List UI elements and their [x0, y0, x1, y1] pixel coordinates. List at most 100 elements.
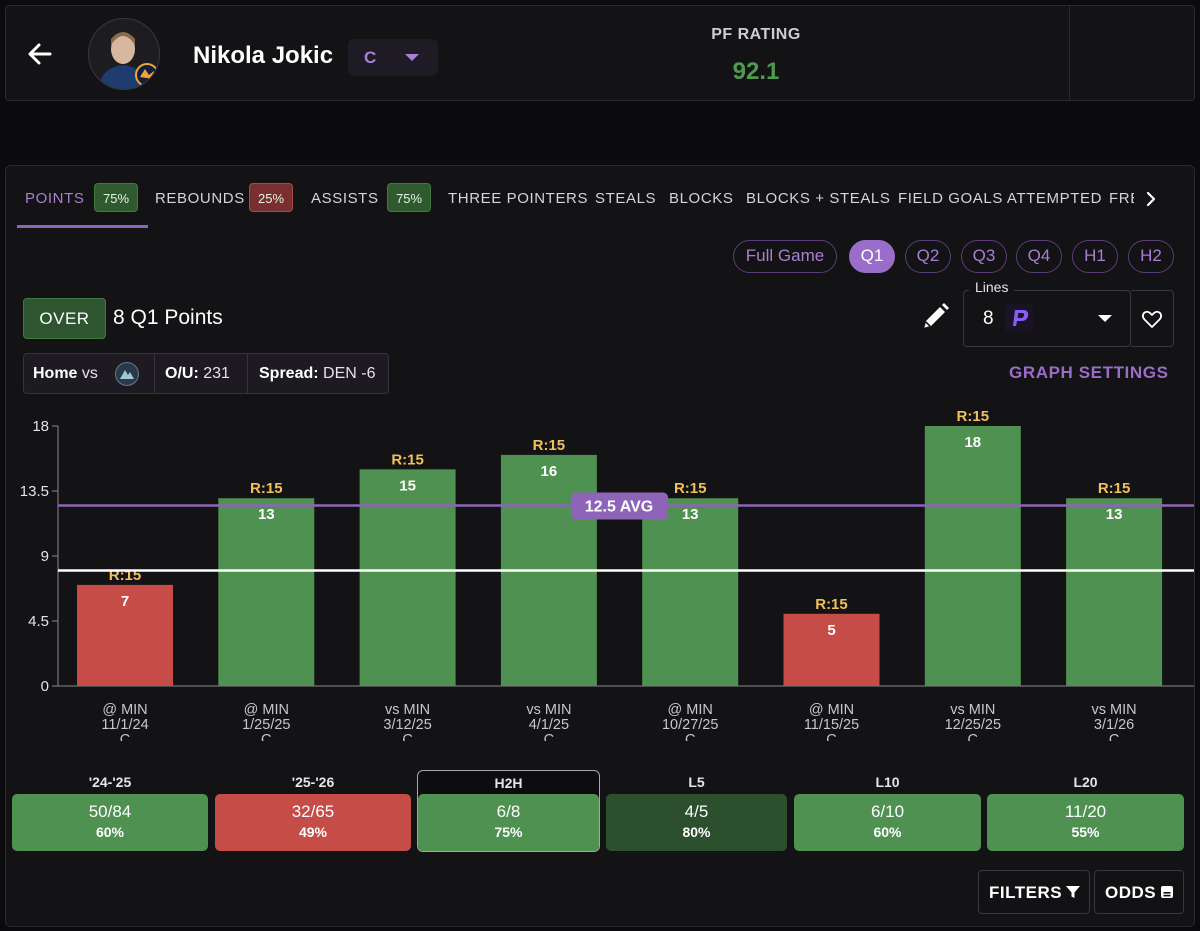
chart-bar [642, 498, 739, 686]
player-name: Nikola Jokic [193, 42, 334, 69]
tab-blocks[interactable]: BLOCKS [669, 190, 734, 207]
x-tick-label: 10/27/25 [662, 717, 718, 733]
y-tick-label: 4.5 [28, 613, 49, 630]
y-tick-label: 9 [41, 548, 49, 565]
tab-blocks-steals[interactable]: BLOCKS + STEALS [746, 190, 891, 207]
summary-label: H2H [494, 775, 523, 791]
heart-icon [1141, 310, 1163, 328]
graph-settings-button[interactable]: GRAPH SETTINGS [1009, 363, 1169, 382]
player-header: Nikola Jokic C PF RATING 92.1 [5, 5, 1195, 101]
over-under-toggle[interactable]: OVER [23, 298, 106, 339]
sportsbook-logo-icon [1005, 304, 1033, 332]
summary-fraction: 6/8 [496, 802, 521, 821]
spread-label: Spread: [259, 365, 319, 382]
x-tick-label: C [261, 732, 271, 741]
x-tick-label: 4/1/25 [529, 717, 569, 733]
tab-three-pointers[interactable]: THREE POINTERS [448, 190, 589, 207]
summary-value-box: 11/20 55% [987, 794, 1184, 851]
position-value: C [364, 48, 377, 67]
x-tick-label: @ MIN [244, 702, 289, 718]
period-q4[interactable]: Q4 [1016, 240, 1062, 273]
chart-bar [783, 613, 880, 686]
x-tick-label: @ MIN [809, 702, 854, 718]
summary-percent: 75% [494, 824, 523, 840]
x-tick-label: C [1109, 732, 1119, 741]
tab-steals[interactable]: STEALS [595, 190, 657, 207]
summary-label: L5 [688, 774, 705, 790]
summary-h2h[interactable]: H2H 6/8 75% [417, 770, 600, 852]
period-h2[interactable]: H2 [1128, 240, 1174, 273]
period-q3[interactable]: Q3 [961, 240, 1007, 273]
x-tick-label: vs MIN [385, 702, 430, 718]
header-divider [1069, 6, 1070, 100]
tab-points-badge: 75% [94, 183, 139, 212]
x-tick-label: 1/25/25 [242, 717, 290, 733]
summary-label: '24-'25 [88, 774, 132, 790]
bar-value-label: 16 [541, 463, 558, 480]
summary-fraction: 11/20 [1064, 802, 1107, 821]
x-tick-label: @ MIN [668, 702, 713, 718]
lines-dropdown-icon [1098, 315, 1112, 322]
summary-last-5[interactable]: L5 4/5 80% [606, 770, 787, 852]
chart-bar [77, 584, 173, 686]
tab-rebounds[interactable]: REBOUNDS [155, 190, 245, 207]
chart-bar [359, 469, 456, 686]
active-tab-indicator [17, 225, 148, 228]
summary-last-20[interactable]: L20 11/20 55% [987, 770, 1184, 852]
tab-points[interactable]: POINTS [25, 190, 85, 207]
x-tick-label: 3/1/26 [1094, 717, 1134, 733]
tab-field-goals-attempted[interactable]: FIELD GOALS ATTEMPTED [898, 190, 1103, 207]
period-q2[interactable]: Q2 [905, 240, 951, 273]
spread-value: DEN -6 [323, 365, 376, 382]
x-tick-label: vs MIN [1092, 702, 1137, 718]
position-select[interactable]: C [348, 39, 438, 76]
x-tick-label: 12/25/25 [945, 717, 1001, 733]
x-tick-label: C [544, 732, 554, 741]
average-label: 12.5 AVG [585, 498, 653, 515]
bar-top-label: R:15 [1098, 480, 1131, 497]
summary-percent: 49% [298, 824, 328, 840]
summary-percent: 60% [873, 824, 902, 840]
pencil-icon[interactable] [918, 300, 952, 334]
summary-value-box: 6/8 75% [418, 794, 599, 851]
matchup-vs: vs [81, 365, 98, 382]
bar-top-label: R:15 [815, 596, 848, 613]
summary-season-25-26[interactable]: '25-'26 32/65 49% [215, 770, 411, 852]
summary-fraction: 4/5 [684, 802, 709, 821]
summary-percent: 55% [1071, 824, 1100, 840]
summary-season-24-25[interactable]: '24-'25 50/84 60% [12, 770, 208, 852]
x-tick-label: vs MIN [950, 702, 995, 718]
bar-value-label: 13 [682, 506, 699, 523]
x-tick-label: @ MIN [102, 702, 147, 718]
tab-free-throws[interactable]: FREE THROWS [1109, 190, 1134, 207]
matchup-divider [154, 354, 155, 393]
bar-top-label: R:15 [391, 451, 424, 468]
odds-button[interactable]: ODDS [1094, 870, 1184, 914]
player-avatar [88, 18, 160, 90]
filters-button[interactable]: FILTERS [978, 870, 1090, 914]
period-q1[interactable]: Q1 [849, 240, 895, 273]
ou-label: O/U: [165, 365, 199, 382]
stat-tabs: POINTS 75% REBOUNDS 25% ASSISTS 75% THRE… [6, 166, 1134, 228]
summary-value-box: 6/10 60% [794, 794, 981, 851]
tab-assists[interactable]: ASSISTS [311, 190, 379, 207]
chevron-right-icon[interactable] [1140, 188, 1162, 210]
lines-label: Lines [969, 279, 1015, 295]
chevron-down-icon [405, 54, 419, 61]
summary-last-10[interactable]: L10 6/10 60% [794, 770, 981, 852]
y-tick-label: 0 [41, 678, 49, 695]
lines-select[interactable] [963, 290, 1131, 347]
x-tick-label: 11/15/25 [804, 717, 859, 733]
summary-label: '25-'26 [291, 774, 335, 790]
x-tick-label: C [685, 732, 695, 741]
bar-value-label: 15 [399, 477, 416, 494]
favorite-button[interactable] [1131, 290, 1174, 347]
line-value: 8 [983, 308, 994, 329]
summary-percent: 80% [682, 824, 711, 840]
receipt-icon [1161, 886, 1173, 898]
back-arrow-icon[interactable] [24, 38, 56, 70]
filters-label: FILTERS [989, 883, 1063, 902]
prop-card: POINTS 75% REBOUNDS 25% ASSISTS 75% THRE… [5, 165, 1195, 927]
period-h1[interactable]: H1 [1072, 240, 1118, 273]
period-full-game[interactable]: Full Game [733, 240, 837, 273]
